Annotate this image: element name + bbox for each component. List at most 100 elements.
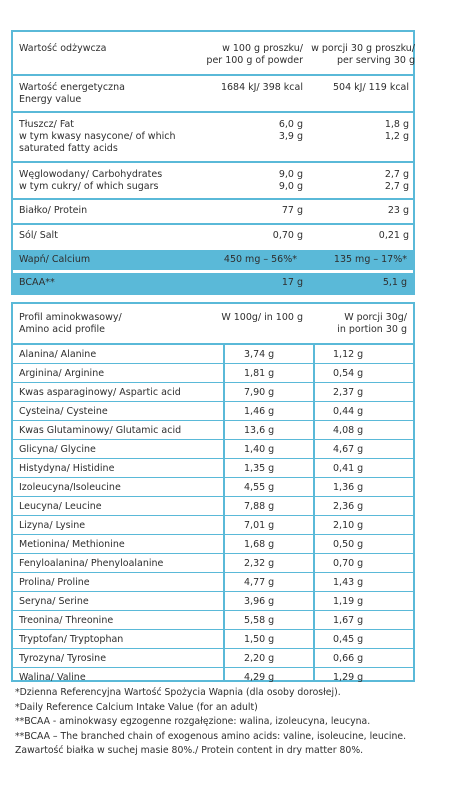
- amino-value-portion: 0,50 g: [333, 539, 364, 550]
- divider: [13, 270, 413, 273]
- amino-row: Prolina/ Proline 4,77 g 1,43 g: [13, 573, 413, 592]
- column-separator: [223, 345, 225, 680]
- amino-name: Izoleucyna/Isoleucine: [19, 482, 121, 493]
- amino-value-100g: 1,81 g: [244, 368, 275, 379]
- amino-row: Cysteina/ Cysteine 1,46 g 0,44 g: [13, 402, 413, 421]
- amino-name: Alanina/ Alanine: [19, 349, 97, 360]
- footnote: Zawartość białka w suchej masie 80%./ Pr…: [15, 745, 364, 756]
- amino-value-100g: 3,74 g: [244, 349, 275, 360]
- col-per-100g-header: w 100 g proszku/ per 100 g of powder: [206, 43, 303, 66]
- amino-row: Izoleucyna/Isoleucine 4,55 g 1,36 g: [13, 478, 413, 497]
- nutrition-row-protein: Białko/ Protein 77 g 23 g: [19, 205, 409, 216]
- amino-value-100g: 5,58 g: [244, 615, 275, 626]
- amino-name: Fenyloalanina/ Phenyloalanine: [19, 558, 164, 569]
- amino-name: Leucyna/ Leucine: [19, 501, 102, 512]
- amino-value-portion: 4,67 g: [333, 444, 364, 455]
- amino-value-100g: 13,6 g: [244, 425, 275, 436]
- divider: [13, 111, 413, 113]
- amino-value-portion: 1,43 g: [333, 577, 364, 588]
- amino-value-portion: 2,37 g: [333, 387, 364, 398]
- amino-row: Glicyna/ Glycine 1,40 g 4,67 g: [13, 440, 413, 459]
- footnote: *Dzienna Referencyjna Wartość Spożycia W…: [15, 687, 341, 698]
- nutrition-row-salt: Sól/ Salt 0,70 g 0,21 g: [19, 230, 409, 241]
- amino-name: Tyrozyna/ Tyrosine: [19, 653, 107, 664]
- amino-value-100g: 7,01 g: [244, 520, 275, 531]
- amino-header: Profil aminokwasowy/ Amino acid profile …: [19, 312, 407, 335]
- amino-row: Leucyna/ Leucine 7,88 g 2,36 g: [13, 497, 413, 516]
- nutrition-row-carbohydrates: Węglowodany/ Carbohydrates w tym cukry/ …: [19, 169, 409, 192]
- amino-row: Tyrozyna/ Tyrosine 2,20 g 0,66 g: [13, 649, 413, 668]
- amino-row: Metionina/ Methionine 1,68 g 0,50 g: [13, 535, 413, 554]
- amino-value-100g: 7,88 g: [244, 501, 275, 512]
- footnotes: *Dzienna Referencyjna Wartość Spożycia W…: [15, 686, 440, 759]
- nutrition-row-bcaa: BCAA** 17 g 5,1 g: [13, 273, 413, 293]
- footnote: *Daily Reference Calcium Intake Value (f…: [15, 701, 258, 713]
- amino-row: Lizyna/ Lysine 7,01 g 2,10 g: [13, 516, 413, 535]
- amino-row: Arginina/ Arginine 1,81 g 0,54 g: [13, 364, 413, 383]
- amino-value-portion: 0,66 g: [333, 653, 364, 664]
- amino-value-100g: 1,46 g: [244, 406, 275, 417]
- amino-value-100g: 4,29 g: [244, 672, 275, 683]
- amino-row: Seryna/ Serine 3,96 g 1,19 g: [13, 592, 413, 611]
- amino-name: Histydyna/ Histidine: [19, 463, 115, 474]
- amino-value-portion: 0,45 g: [333, 634, 364, 645]
- nutrition-row-energy: Wartość energetyczna Energy value 1684 k…: [19, 82, 409, 105]
- amino-value-100g: 4,77 g: [244, 577, 275, 588]
- col-per-serving-header: w porcji 30 g proszku/ per serving 30 g: [311, 43, 415, 66]
- amino-value-portion: 1,67 g: [333, 615, 364, 626]
- amino-acid-table: [11, 302, 415, 682]
- amino-value-portion: 1,29 g: [333, 672, 364, 683]
- amino-row: Fenyloalanina/ Phenyloalanine 2,32 g 0,70 …: [13, 554, 413, 573]
- amino-row: Kwas Glutaminowy/ Glutamic acid 13,6 g 4,0…: [13, 421, 413, 440]
- amino-name: Prolina/ Proline: [19, 577, 90, 588]
- amino-name: Arginina/ Arginine: [19, 368, 105, 379]
- amino-row: Treonina/ Threonine 5,58 g 1,67 g: [13, 611, 413, 630]
- footnote: **BCAA - aminokwasy egzogenne rozgałęzio…: [15, 716, 371, 727]
- amino-value-portion: 2,10 g: [333, 520, 364, 531]
- divider: [13, 198, 413, 200]
- amino-value-portion: 0,41 g: [333, 463, 364, 474]
- amino-row: Histydyna/ Histidine 1,35 g 0,41 g: [13, 459, 413, 478]
- amino-value-portion: 2,36 g: [333, 501, 364, 512]
- amino-value-100g: 2,32 g: [244, 558, 275, 569]
- amino-value-portion: 0,70 g: [333, 558, 364, 569]
- amino-name: Treonina/ Threonine: [19, 615, 114, 626]
- amino-row: Alanina/ Alanine 3,74 g 1,12 g: [13, 345, 413, 364]
- amino-name: Glicyna/ Glycine: [19, 444, 96, 455]
- amino-value-100g: 1,68 g: [244, 539, 275, 550]
- amino-value-100g: 1,50 g: [244, 634, 275, 645]
- amino-value-100g: 7,90 g: [244, 387, 275, 398]
- amino-value-100g: 3,96 g: [244, 596, 275, 607]
- nutrition-row-fat: Tłuszcz/ Fat w tym kwasy nasycone/ of wh…: [19, 119, 409, 154]
- amino-name: Kwas Glutaminowy/ Glutamic acid: [19, 425, 182, 436]
- divider: [13, 161, 413, 163]
- divider: [13, 74, 413, 76]
- amino-value-100g: 1,35 g: [244, 463, 275, 474]
- amino-value-100g: 4,55 g: [244, 482, 275, 493]
- amino-name: Walina/ Valine: [19, 672, 86, 683]
- amino-name: Lizyna/ Lysine: [19, 520, 86, 531]
- amino-value-portion: 1,12 g: [333, 349, 364, 360]
- amino-value-portion: 0,54 g: [333, 368, 364, 379]
- amino-value-100g: 2,20 g: [244, 653, 275, 664]
- nutrition-header-label: Wartość odżywcza: [19, 43, 107, 54]
- amino-value-portion: 0,44 g: [333, 406, 364, 417]
- divider: [13, 343, 413, 345]
- divider: [13, 223, 413, 225]
- nutrition-table: [11, 30, 415, 295]
- amino-name: Cysteina/ Cysteine: [19, 406, 108, 417]
- footnote: **BCAA – The branched chain of exogenous…: [15, 730, 407, 742]
- amino-row: Tryptofan/ Tryptophan 1,50 g 0,45 g: [13, 630, 413, 649]
- amino-name: Seryna/ Serine: [19, 596, 89, 607]
- amino-row: Walina/ Valine 4,29 g 1,29 g: [13, 668, 413, 687]
- amino-value-100g: 1,40 g: [244, 444, 275, 455]
- nutrition-row-calcium: Wapń/ Calcium 450 mg – 56%* 135 mg – 17%…: [13, 250, 413, 270]
- amino-value-portion: 4,08 g: [333, 425, 364, 436]
- amino-value-portion: 1,36 g: [333, 482, 364, 493]
- amino-name: Tryptofan/ Tryptophan: [19, 634, 124, 645]
- column-separator: [313, 345, 315, 680]
- nutrition-header: Wartość odżywcza w 100 g proszku/ per 10…: [13, 42, 415, 68]
- amino-name: Metionina/ Methionine: [19, 539, 125, 550]
- amino-value-portion: 1,19 g: [333, 596, 364, 607]
